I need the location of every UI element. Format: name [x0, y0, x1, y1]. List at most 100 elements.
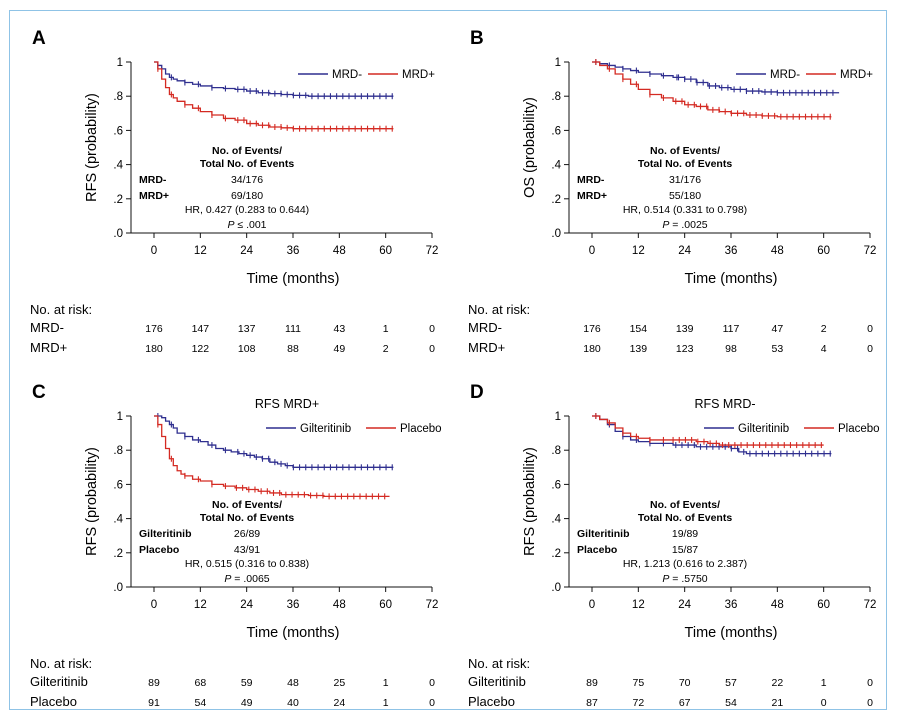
y-axis-title: RFS (probability)	[84, 447, 100, 556]
at-risk-value: 180	[145, 343, 163, 355]
at-risk-value: 40	[287, 697, 299, 709]
y-tick-label: .2	[551, 548, 561, 560]
at-risk-value: 0	[429, 677, 435, 689]
stats-row-label: Placebo	[139, 544, 179, 556]
at-risk-row-label: Gilteritinib	[30, 674, 88, 689]
at-risk-value: 87	[586, 697, 598, 709]
x-tick-label: 36	[725, 245, 738, 257]
at-risk-header: No. at risk:	[468, 656, 530, 671]
x-axis-title: Time (months)	[685, 625, 778, 641]
x-tick-label: 36	[287, 245, 300, 257]
at-risk-row-label: Placebo	[30, 694, 77, 709]
y-tick-label: 1	[555, 411, 561, 423]
at-risk-value: 68	[194, 677, 206, 689]
y-tick-label: .4	[113, 160, 123, 172]
panel-letter: D	[470, 382, 484, 403]
at-risk-value: 0	[821, 697, 827, 709]
x-tick-label: 72	[426, 245, 439, 257]
y-tick-label: .4	[113, 514, 123, 526]
at-risk-value: 98	[725, 343, 737, 355]
stats-header-2: Total No. of Events	[638, 512, 732, 524]
at-risk-value: 2	[383, 343, 389, 355]
stats-header-2: Total No. of Events	[200, 512, 294, 524]
series-line-0	[154, 415, 394, 468]
at-risk-value: 123	[676, 343, 694, 355]
at-risk-row-label: MRD-	[468, 320, 502, 335]
y-tick-label: .0	[113, 228, 123, 240]
at-risk-value: 89	[148, 677, 160, 689]
p-value-text: = .0065	[231, 573, 269, 585]
at-risk-value: 54	[194, 697, 206, 709]
x-tick-label: 24	[240, 245, 253, 257]
at-risk-row-label: Gilteritinib	[468, 674, 526, 689]
at-risk-value: 21	[771, 697, 783, 709]
y-tick-label: .2	[551, 194, 561, 206]
stats-row-value: 19/89	[672, 528, 698, 540]
x-tick-label: 60	[817, 245, 830, 257]
at-risk-value: 108	[238, 343, 256, 355]
p-letter: P	[662, 219, 669, 231]
at-risk-value: 1	[821, 677, 827, 689]
at-risk-value: 53	[771, 343, 783, 355]
y-axis-title: OS (probability)	[522, 97, 538, 198]
x-tick-label: 36	[287, 599, 300, 611]
at-risk-value: 72	[632, 697, 644, 709]
stats-header-1: No. of Events/	[212, 499, 282, 511]
x-tick-label: 12	[632, 599, 645, 611]
y-tick-label: .8	[551, 445, 561, 457]
series-line-0	[592, 415, 832, 455]
chart-panel-d: D RFS MRD- .0 .2 .4 .6 .8 1 0 12 24 36 48 60 72 RFS (pr…	[468, 382, 880, 709]
legend-label-0: MRD-	[332, 69, 362, 81]
stats-p-value: P ≤ .001	[227, 219, 266, 231]
at-risk-value: 67	[679, 697, 691, 709]
x-tick-label: 36	[725, 599, 738, 611]
stats-row-value: 31/176	[669, 174, 701, 186]
p-value-text: = .5750	[669, 573, 707, 585]
stats-hr: HR, 1.213 (0.616 to 2.387)	[623, 558, 747, 570]
at-risk-value: 48	[287, 677, 299, 689]
x-tick-label: 48	[771, 599, 784, 611]
panel-letter: C	[32, 382, 46, 403]
p-letter: P	[662, 573, 669, 585]
stats-hr: HR, 0.514 (0.331 to 0.798)	[623, 204, 747, 216]
at-risk-value: 91	[148, 697, 160, 709]
p-value-text: = .0025	[669, 219, 707, 231]
at-risk-value: 0	[429, 343, 435, 355]
stats-row-value: 69/180	[231, 190, 263, 202]
at-risk-value: 154	[630, 323, 648, 335]
y-tick-label: .2	[113, 548, 123, 560]
y-tick-label: .6	[113, 479, 123, 491]
x-tick-label: 0	[589, 245, 595, 257]
stats-header-1: No. of Events/	[650, 145, 720, 157]
at-risk-value: 54	[725, 697, 737, 709]
figure-frame	[9, 10, 887, 710]
at-risk-value: 176	[583, 323, 601, 335]
y-tick-label: 1	[117, 411, 123, 423]
panel-letter: A	[32, 28, 46, 49]
at-risk-value: 43	[333, 323, 345, 335]
stats-row-value: 55/180	[669, 190, 701, 202]
at-risk-header: No. at risk:	[30, 302, 92, 317]
chart-subtitle: RFS MRD+	[255, 397, 319, 411]
at-risk-value: 117	[723, 323, 740, 335]
at-risk-value: 139	[676, 323, 694, 335]
at-risk-value: 70	[679, 677, 691, 689]
at-risk-value: 49	[333, 343, 345, 355]
legend-label-1: MRD+	[840, 69, 873, 81]
x-tick-label: 24	[678, 245, 691, 257]
legend-label-0: Gilteritinib	[300, 423, 351, 435]
stats-row-label: MRD-	[139, 174, 167, 186]
x-axis-title: Time (months)	[685, 271, 778, 287]
at-risk-value: 147	[192, 323, 210, 335]
x-tick-label: 0	[151, 245, 157, 257]
legend-label-1: Placebo	[400, 423, 442, 435]
y-tick-label: .4	[551, 514, 561, 526]
chart-subtitle: RFS MRD-	[694, 397, 755, 411]
stats-header-2: Total No. of Events	[638, 158, 732, 170]
y-axis-title: RFS (probability)	[522, 447, 538, 556]
stats-row-value: 15/87	[672, 544, 698, 556]
p-value-text: ≤ .001	[234, 219, 266, 231]
